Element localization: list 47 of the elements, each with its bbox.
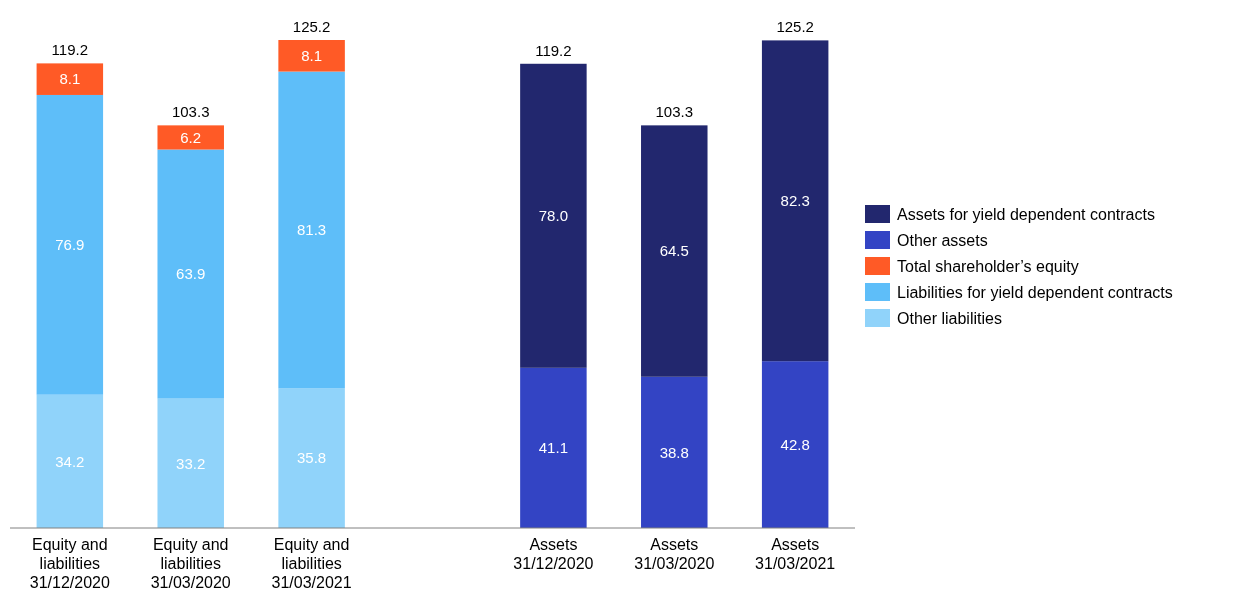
bar bbox=[278, 71, 345, 389]
total-label: 119.2 bbox=[535, 41, 572, 59]
data-label: 34.2 bbox=[55, 452, 85, 470]
bar bbox=[36, 94, 104, 395]
bar bbox=[278, 40, 345, 72]
bar bbox=[157, 149, 224, 399]
x-tick-label: Equity and liabilities 31/03/2021 bbox=[271, 536, 352, 591]
bar bbox=[36, 63, 104, 95]
bar bbox=[641, 376, 708, 528]
legend-label: Liabilities for yield dependent contracts bbox=[897, 283, 1173, 301]
x-tick-label: Equity and liabilities 31/03/2020 bbox=[150, 536, 231, 591]
data-label: 38.8 bbox=[659, 443, 689, 461]
data-label: 33.2 bbox=[176, 454, 206, 472]
total-label: 119.2 bbox=[51, 41, 89, 59]
data-label: 82.3 bbox=[780, 192, 810, 210]
data-label: 64.5 bbox=[659, 242, 689, 260]
total-label: 103.3 bbox=[171, 103, 210, 121]
bar bbox=[157, 125, 224, 150]
bar bbox=[641, 125, 708, 377]
bar bbox=[761, 361, 829, 528]
bar bbox=[520, 63, 587, 368]
total-label: 125.2 bbox=[776, 18, 814, 36]
data-label: 42.8 bbox=[780, 435, 810, 453]
data-label: 81.3 bbox=[297, 221, 327, 239]
data-label: 78.0 bbox=[538, 207, 568, 225]
x-tick-label: Assets 31/03/2020 bbox=[634, 536, 715, 572]
data-label: 41.1 bbox=[538, 439, 568, 457]
bar bbox=[520, 367, 587, 528]
data-label: 8.1 bbox=[59, 70, 81, 88]
legend-label: Other liabilities bbox=[897, 309, 1002, 327]
legend-label: Other assets bbox=[897, 231, 988, 249]
total-label: 125.2 bbox=[292, 18, 331, 35]
data-label: 6.2 bbox=[180, 128, 202, 146]
data-label: 76.9 bbox=[55, 236, 85, 254]
total-label: 103.3 bbox=[655, 103, 694, 121]
bar bbox=[36, 394, 104, 528]
x-tick-label: Equity and liabilities 31/12/2020 bbox=[29, 536, 110, 591]
legend-label: Assets for yield dependent contracts bbox=[897, 205, 1155, 223]
x-tick-label: Assets 31/03/2021 bbox=[755, 536, 836, 572]
data-label: 63.9 bbox=[176, 265, 206, 283]
legend-label: Total shareholder’s equity bbox=[897, 257, 1079, 275]
data-label: 35.8 bbox=[297, 449, 327, 467]
bar bbox=[761, 40, 829, 362]
bar bbox=[157, 398, 224, 528]
data-label: 8.1 bbox=[301, 47, 323, 65]
x-tick-label: Assets 31/12/2020 bbox=[513, 536, 594, 572]
bar bbox=[278, 388, 345, 528]
